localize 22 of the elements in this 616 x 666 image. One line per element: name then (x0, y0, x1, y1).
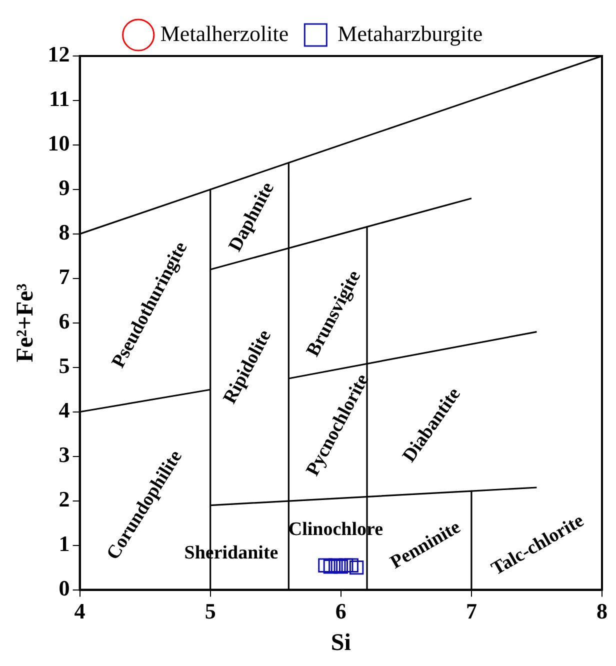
y-tick-label: 9 (58, 175, 70, 200)
legend-label: Metalherzolite (160, 20, 289, 46)
y-tick-label: 8 (58, 220, 70, 245)
x-axis-title: Si (330, 630, 352, 656)
x-tick-label: 8 (596, 598, 608, 624)
y-tick-label: 5 (58, 353, 70, 378)
legend-label: Metaharzburgite (338, 20, 483, 46)
y-tick-label: 11 (49, 86, 70, 112)
y-tick-label: 1 (58, 531, 70, 556)
x-tick-label: 6 (335, 598, 346, 624)
y-axis-title: Fe²+Fe³ (12, 284, 39, 362)
x-tick-label: 4 (74, 598, 86, 624)
y-tick-label: 12 (48, 42, 70, 67)
x-tick-label: 5 (204, 598, 216, 624)
x-tick-label: 7 (466, 598, 477, 624)
y-tick-label: 7 (58, 264, 70, 290)
y-tick-label: 0 (58, 575, 70, 600)
y-tick-label: 3 (58, 442, 70, 468)
y-tick-label: 2 (58, 486, 70, 512)
y-tick-label: 6 (58, 308, 70, 334)
y-tick-label: 10 (48, 130, 70, 156)
y-tick-label: 4 (58, 398, 70, 423)
